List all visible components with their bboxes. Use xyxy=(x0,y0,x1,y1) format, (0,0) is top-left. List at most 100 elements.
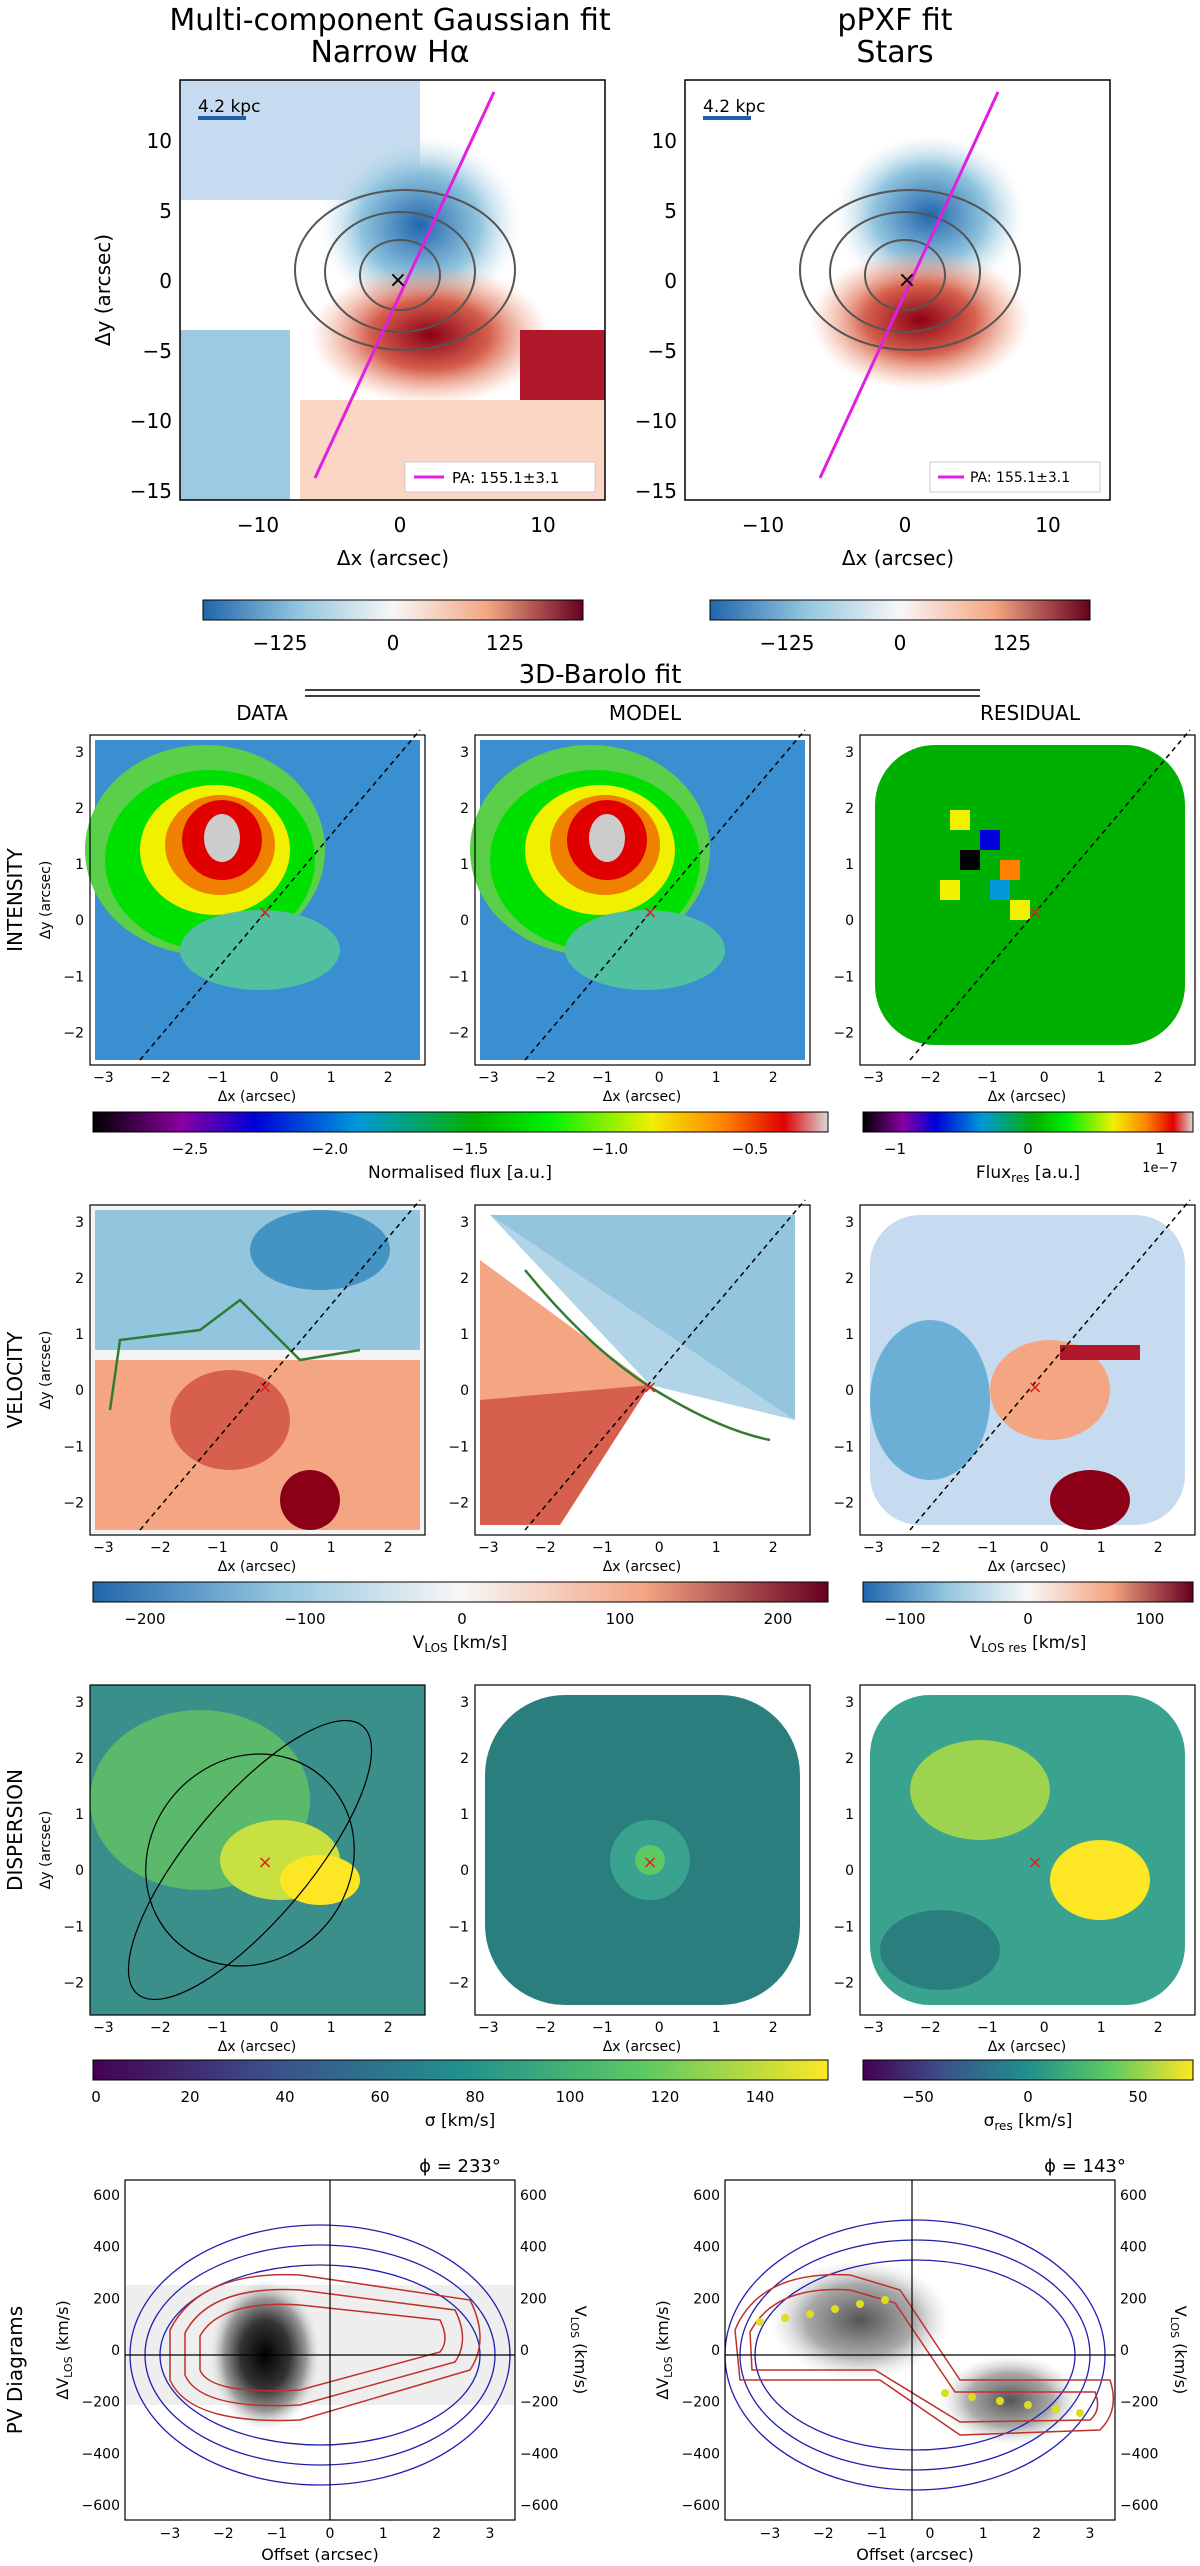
y-tick-label: 1 xyxy=(75,857,84,873)
continuum-contours xyxy=(829,211,981,333)
y-tick-label: −2 xyxy=(448,1495,469,1511)
x-tick-label: 0 xyxy=(270,2020,279,2036)
y-tick-label: 0 xyxy=(111,2343,120,2359)
gauss-map: × 4.2 kpc xyxy=(180,80,605,500)
y-tick-label: 0 xyxy=(75,1383,84,1399)
svg-text:VLOS (km/s): VLOS (km/s) xyxy=(568,2306,590,2395)
rot-curve-points xyxy=(756,2296,1084,2417)
svg-text:0: 0 xyxy=(1023,2088,1033,2106)
y-right-tick-label: −400 xyxy=(520,2446,558,2462)
y-tick-label: −1 xyxy=(63,1919,84,1935)
x-tick-label: 1 xyxy=(1097,2020,1106,2036)
x-tick-label: 1 xyxy=(712,2020,721,2036)
pv-left: ϕ = 233° 600 600 400 400 200 200 0 0 −200 −200 −40… xyxy=(53,2156,590,2564)
velocity-data-map: × xyxy=(90,1199,425,1535)
y-tick-label: 2 xyxy=(845,801,854,817)
y-tick-label: 0 xyxy=(460,913,469,929)
x-tick-label: −2 xyxy=(150,1540,171,1556)
y-tick-label: −2 xyxy=(448,1025,469,1041)
col-residual: RESIDUAL xyxy=(980,701,1081,725)
y-tick-label: 1 xyxy=(460,1327,469,1343)
y-tick-label: 1 xyxy=(75,1807,84,1823)
svg-text:×: × xyxy=(257,902,272,923)
svg-text:60: 60 xyxy=(370,2088,389,2106)
svg-text:−125: −125 xyxy=(760,631,815,655)
dispersion-model-map: × xyxy=(475,1685,810,2015)
x-tick-label: 1 xyxy=(1097,1540,1106,1556)
pv-left-xlabel: Offset (arcsec) xyxy=(261,2545,378,2564)
row-intensity: INTENSITY xyxy=(3,847,27,951)
y-tick-label: 2 xyxy=(75,1271,84,1287)
x-tick-label: −3 xyxy=(93,1070,114,1086)
svg-text:120: 120 xyxy=(651,2088,680,2106)
x-tick-label: 0 xyxy=(1040,2020,1049,2036)
ppxf-title-2: Stars xyxy=(856,35,933,70)
gauss-xticks: −10 0 10 xyxy=(237,513,556,537)
svg-text:80: 80 xyxy=(465,2088,484,2106)
y-tick-label: −600 xyxy=(682,2498,720,2514)
svg-text:VLOS (km/s): VLOS (km/s) xyxy=(1168,2306,1190,2395)
svg-text:1: 1 xyxy=(1155,1140,1165,1158)
svg-text:−5: −5 xyxy=(143,339,172,363)
x-tick-label: 2 xyxy=(769,2020,778,2036)
scale-label: 4.2 kpc xyxy=(198,97,260,117)
y-tick-label: −1 xyxy=(63,1439,84,1455)
y-tick-label: 3 xyxy=(845,1215,854,1231)
x-tick-label: 2 xyxy=(1154,2020,1163,2036)
x-tick-label: −2 xyxy=(813,2526,834,2542)
x-tick-label: 2 xyxy=(1154,1070,1163,1086)
svg-text:ΔVLOS (km/s): ΔVLOS (km/s) xyxy=(653,2300,675,2399)
barolo-colorbars: −2.5 −2.0 −1.5 −1.0 −0.5 Normalised flux… xyxy=(91,1111,1194,2133)
y-tick-label: 2 xyxy=(460,1271,469,1287)
x-tick-label: −3 xyxy=(760,2526,781,2542)
x-tick-label: 1 xyxy=(712,1540,721,1556)
x-tick-label: −2 xyxy=(150,2020,171,2036)
x-tick-label: −1 xyxy=(977,1070,998,1086)
y-axis-label: Δy (arcsec) xyxy=(38,861,54,940)
x-tick-label: −3 xyxy=(478,1540,499,1556)
svg-text:−100: −100 xyxy=(884,1610,925,1628)
svg-text:0: 0 xyxy=(394,513,407,537)
y-right-tick-label: 400 xyxy=(1120,2240,1147,2256)
y-right-tick-label: 200 xyxy=(520,2291,547,2307)
svg-text:20: 20 xyxy=(180,2088,199,2106)
dispersion-colorbar xyxy=(92,2059,829,2081)
y-tick-label: 3 xyxy=(845,1695,854,1711)
svg-text:−1.5: −1.5 xyxy=(452,1140,488,1158)
y-tick-label: 2 xyxy=(460,1751,469,1767)
y-tick-label: −1 xyxy=(448,969,469,985)
y-tick-label: −2 xyxy=(833,1975,854,1991)
x-axis-label: Δx (arcsec) xyxy=(603,2039,682,2055)
y-tick-label: 400 xyxy=(93,2240,120,2256)
y-tick-label: 2 xyxy=(75,1751,84,1767)
svg-text:×: × xyxy=(257,1852,272,1873)
y-tick-label: −1 xyxy=(448,1439,469,1455)
y-tick-label: 3 xyxy=(845,745,854,761)
intensity-colorbar xyxy=(92,1111,829,1133)
ppxf-xlabel: Δx (arcsec) xyxy=(842,546,954,570)
y-tick-label: 1 xyxy=(460,857,469,873)
y-right-tick-label: −600 xyxy=(1120,2498,1158,2514)
x-tick-label: −1 xyxy=(207,1540,228,1556)
svg-text:0: 0 xyxy=(1023,1610,1033,1628)
svg-text:0: 0 xyxy=(664,269,677,293)
intensity-data-map: × xyxy=(85,729,425,1065)
pv-right-xlabel: Offset (arcsec) xyxy=(856,2545,973,2564)
pa-line xyxy=(818,91,1000,479)
y-tick-label: 0 xyxy=(460,1863,469,1879)
y-tick-label: −2 xyxy=(833,1495,854,1511)
y-tick-label: −1 xyxy=(448,1919,469,1935)
svg-text:140: 140 xyxy=(746,2088,775,2106)
svg-text:−2.0: −2.0 xyxy=(312,1140,348,1158)
y-tick-label: 200 xyxy=(93,2291,120,2307)
intensity-model-map: × xyxy=(470,729,810,1065)
y-tick-label: 0 xyxy=(711,2343,720,2359)
svg-text:−5: −5 xyxy=(648,339,677,363)
svg-text:0: 0 xyxy=(1023,1140,1033,1158)
y-tick-label: −400 xyxy=(682,2446,720,2462)
x-tick-label: −3 xyxy=(93,1540,114,1556)
y-tick-label: 2 xyxy=(460,801,469,817)
x-tick-label: −1 xyxy=(977,2020,998,2036)
x-tick-label: −2 xyxy=(535,1540,556,1556)
y-tick-label: −400 xyxy=(82,2446,120,2462)
